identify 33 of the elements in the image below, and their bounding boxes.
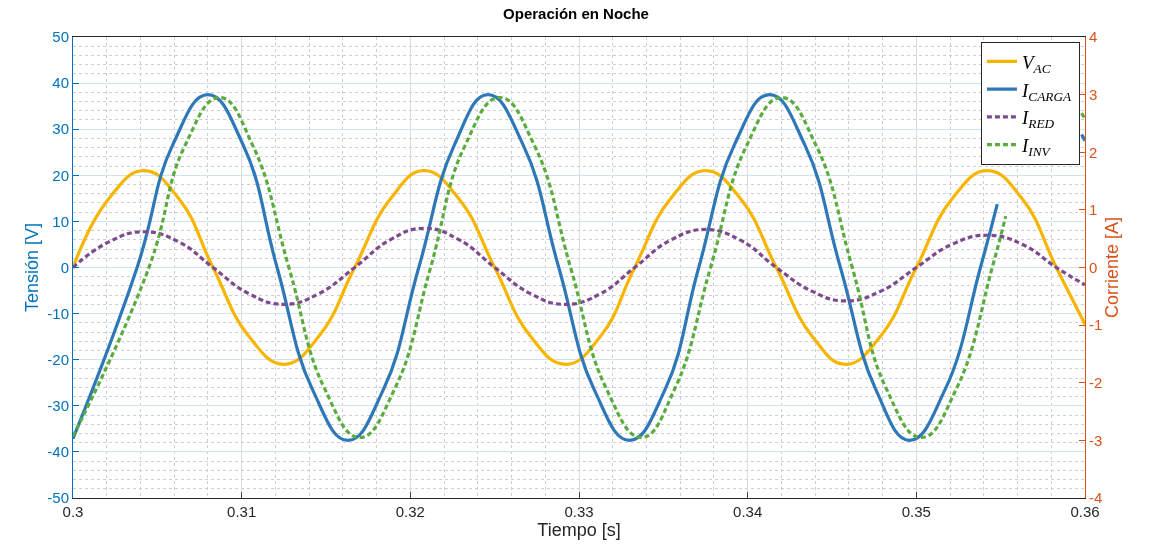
y2-tick-label: 1	[1089, 201, 1098, 219]
y-tick-label: 30	[52, 120, 69, 138]
chart-title: Operación en Noche	[503, 4, 649, 22]
line-series	[73, 226, 1085, 306]
y2-axis-title: Corriente [A]	[1102, 216, 1123, 319]
y-tick-label: -20	[47, 350, 69, 368]
y-tick-label: 0	[60, 258, 69, 276]
x-tick-label: 0.33	[564, 503, 594, 520]
legend-label: I$_{RED}$	[1020, 107, 1055, 132]
y2-tick-label: -2	[1089, 374, 1103, 391]
y-tick-label: 40	[52, 74, 69, 92]
y2-tick-label: 3	[1089, 85, 1098, 103]
y2-tick-label: -3	[1089, 431, 1103, 449]
x-tick-label: 0.34	[733, 503, 763, 520]
y-axis-title: Tensión [V]	[21, 222, 42, 313]
x-axis-title: Tiempo [s]	[537, 520, 621, 541]
legend-label: V$_{AC}$	[1021, 51, 1051, 76]
y-tick-label: -10	[47, 304, 69, 322]
y-tick-label: 10	[52, 212, 69, 230]
x-tick-label: 0.35	[901, 503, 931, 520]
y2-tick-label: 2	[1089, 143, 1098, 161]
legend-label: I$_{INV}$	[1020, 134, 1052, 159]
line-series	[73, 169, 1085, 366]
y-tick-label: 20	[52, 166, 69, 184]
y-tick-label: -40	[47, 443, 69, 461]
legend-label: I$_{CARGA}$	[1020, 79, 1072, 104]
y-tick-label: 50	[52, 28, 69, 46]
y2-tick-label: 0	[1089, 258, 1098, 276]
x-tick-label: 0.32	[395, 503, 425, 520]
y2-tick-label: -1	[1089, 316, 1103, 334]
y2-tick-label: 4	[1089, 28, 1098, 46]
y-tick-label: -30	[47, 397, 69, 415]
x-tick-label: 0.31	[227, 503, 257, 520]
